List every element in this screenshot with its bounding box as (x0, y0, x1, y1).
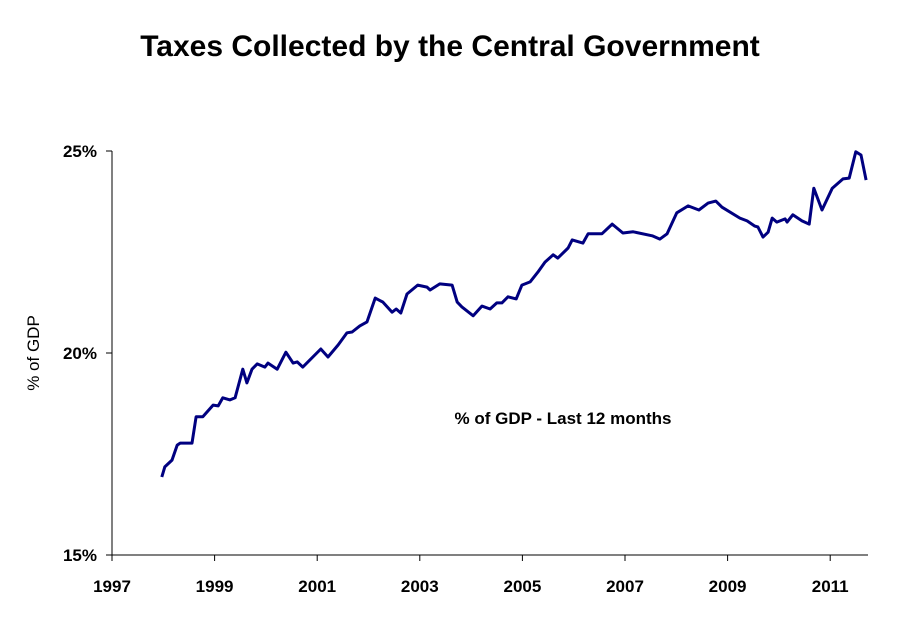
y-axis-label: % of GDP (24, 315, 43, 391)
x-tick-label: 2007 (606, 577, 644, 596)
series-annotation: % of GDP - Last 12 months (455, 409, 672, 428)
x-tick-label: 2011 (812, 577, 849, 596)
x-tick-label: 1997 (93, 577, 131, 596)
y-tick-label: 20% (63, 344, 97, 363)
y-tick-label: 15% (63, 546, 97, 565)
chart-title: Taxes Collected by the Central Governmen… (140, 30, 760, 63)
x-tick-label: 2001 (298, 577, 336, 596)
x-tick-label: 2009 (709, 577, 747, 596)
x-tick-label: 2005 (503, 577, 541, 596)
y-tick-label: 25% (63, 142, 97, 161)
series-line (160, 150, 868, 478)
x-tick-label: 1999 (196, 577, 234, 596)
x-tick-label: 2003 (401, 577, 439, 596)
